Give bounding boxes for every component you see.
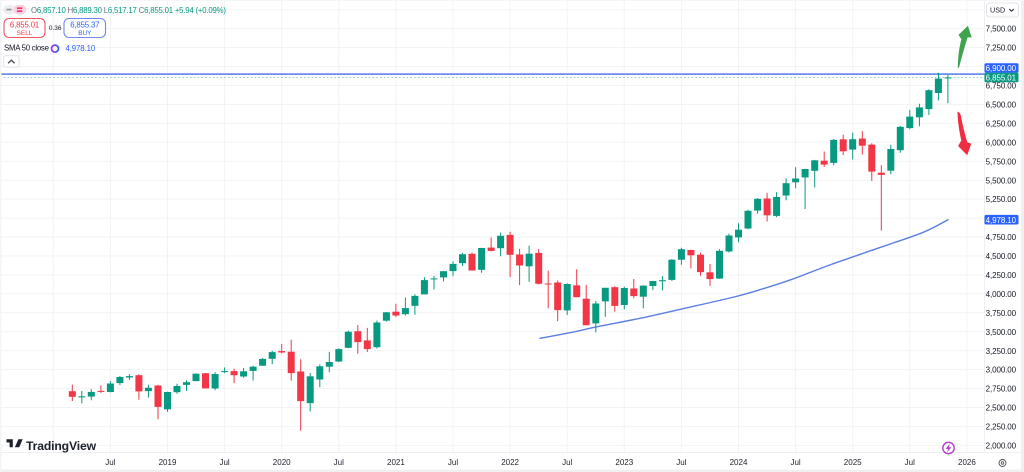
svg-text:Jul: Jul [676, 458, 686, 467]
svg-text:3,250.00: 3,250.00 [986, 347, 1017, 356]
svg-text:2024: 2024 [730, 458, 748, 467]
svg-text:5,500.00: 5,500.00 [986, 176, 1017, 185]
svg-text:2020: 2020 [273, 458, 291, 467]
svg-text:Jul: Jul [105, 458, 115, 467]
svg-text:Jul: Jul [219, 458, 229, 467]
svg-text:4,250.00: 4,250.00 [986, 271, 1017, 280]
svg-text:6,900.00: 6,900.00 [986, 64, 1017, 73]
svg-text:USD: USD [990, 6, 1005, 15]
svg-text:6,855.01: 6,855.01 [986, 74, 1017, 83]
svg-text:4,000.00: 4,000.00 [986, 290, 1017, 299]
svg-text:6,855.01: 6,855.01 [10, 21, 39, 30]
svg-text:Jul: Jul [334, 458, 344, 467]
svg-text:3,750.00: 3,750.00 [986, 309, 1017, 318]
svg-text:5,250.00: 5,250.00 [986, 195, 1017, 204]
svg-text:SMA 50 close: SMA 50 close [4, 44, 49, 53]
svg-text:2,000.00: 2,000.00 [986, 442, 1017, 451]
svg-text:TradingView: TradingView [26, 439, 97, 453]
svg-text:SELL: SELL [17, 30, 33, 37]
svg-text:2022: 2022 [501, 458, 519, 467]
svg-text:2,750.00: 2,750.00 [986, 385, 1017, 394]
svg-text:2021: 2021 [387, 458, 405, 467]
svg-text:4,978.10: 4,978.10 [986, 216, 1017, 225]
svg-text:2,500.00: 2,500.00 [986, 404, 1017, 413]
svg-text:2,250.00: 2,250.00 [986, 423, 1017, 432]
svg-text:6,000.00: 6,000.00 [986, 138, 1017, 147]
svg-text:6,500.00: 6,500.00 [986, 101, 1017, 110]
svg-text:2019: 2019 [159, 458, 177, 467]
svg-text:Jul: Jul [448, 458, 458, 467]
svg-text:2023: 2023 [615, 458, 633, 467]
svg-text:0.36: 0.36 [49, 25, 62, 32]
svg-text:4,500.00: 4,500.00 [986, 252, 1017, 261]
svg-text:4,978.10: 4,978.10 [66, 44, 96, 53]
svg-text:Jul: Jul [790, 458, 800, 467]
svg-text:4,750.00: 4,750.00 [986, 233, 1017, 242]
svg-text:O6,857.10 H6,889.30 L6,517.17: O6,857.10 H6,889.30 L6,517.17 C6,855.01 … [31, 6, 226, 15]
svg-text:3,500.00: 3,500.00 [986, 328, 1017, 337]
svg-text:3,000.00: 3,000.00 [986, 366, 1017, 375]
svg-text:6,250.00: 6,250.00 [986, 119, 1017, 128]
svg-text:2026: 2026 [958, 458, 976, 467]
svg-text:Jul: Jul [905, 458, 915, 467]
svg-text:7,500.00: 7,500.00 [986, 25, 1017, 34]
svg-text:2025: 2025 [844, 458, 862, 467]
svg-text:6,855.37: 6,855.37 [70, 21, 99, 30]
svg-text:Jul: Jul [562, 458, 572, 467]
svg-text:BUY: BUY [78, 30, 92, 37]
svg-text:7,250.00: 7,250.00 [986, 44, 1017, 53]
svg-text:6,750.00: 6,750.00 [986, 82, 1017, 91]
svg-text:5,750.00: 5,750.00 [986, 157, 1017, 166]
